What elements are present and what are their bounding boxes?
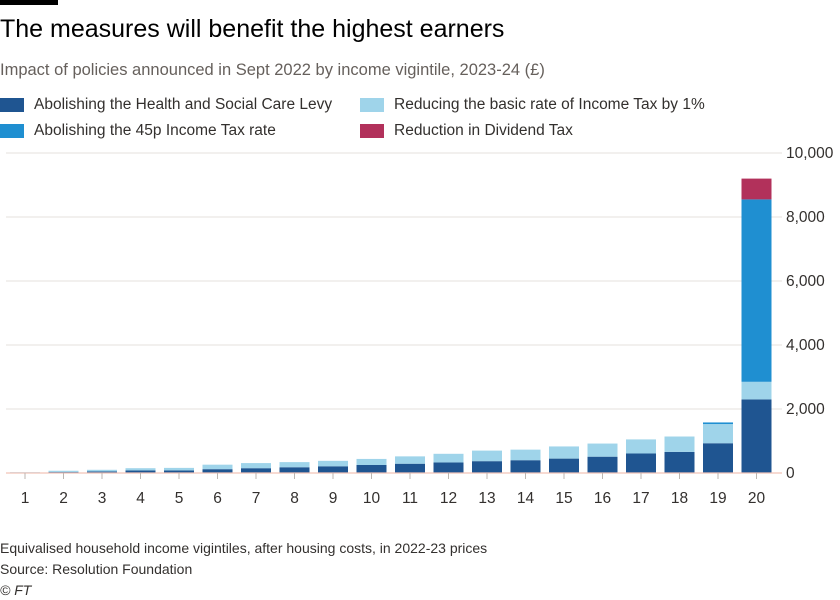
bar-segment-health-levy — [510, 460, 541, 473]
y-tick-label: 8,000 — [786, 209, 825, 226]
x-tick-label: 2 — [59, 490, 68, 507]
x-tick-label: 18 — [671, 490, 688, 507]
x-tick-label: 4 — [136, 490, 145, 507]
x-tick-label: 14 — [517, 490, 535, 507]
bar-segment-basic-rate — [318, 460, 348, 467]
legend-swatch-health-levy — [0, 98, 24, 112]
legend-label-dividend: Reduction in Dividend Tax — [394, 122, 573, 139]
bar-segment-basic-rate — [703, 424, 733, 444]
bar-segment-health-levy — [703, 443, 733, 473]
bar-segment-basic-rate — [356, 458, 387, 465]
bar-segment-basic-rate — [125, 468, 156, 471]
x-tick-label: 13 — [478, 490, 495, 507]
legend: Abolishing the Health and Social Care Le… — [0, 96, 760, 148]
bar-segment-health-levy — [241, 468, 271, 473]
bar-segment-basic-rate — [587, 443, 618, 457]
x-tick-label: 5 — [175, 490, 184, 507]
bar-segment-health-levy — [549, 458, 579, 473]
bar-segment-basic-rate — [664, 436, 695, 452]
bar-segment-health-levy — [587, 456, 618, 473]
x-tick-label: 20 — [748, 490, 766, 507]
bar-segment-health-levy — [626, 453, 656, 473]
bar-segment-health-levy — [202, 469, 233, 473]
bar-segment-health-levy — [472, 461, 502, 473]
bar-segment-health-levy — [356, 465, 387, 473]
chart-title: The measures will benefit the highest ea… — [0, 15, 505, 43]
bar-segment-basic-rate — [549, 446, 579, 459]
bar-segment-health-levy — [318, 466, 348, 473]
y-tick-label: 2,000 — [786, 401, 825, 418]
x-tick-label: 19 — [709, 490, 726, 507]
bar-segment-health-levy — [87, 471, 117, 473]
bar-segment-basic-rate — [164, 467, 194, 471]
y-tick-label: 10,000 — [786, 145, 834, 162]
x-tick-label: 16 — [594, 490, 611, 507]
y-tick-label: 4,000 — [786, 337, 825, 354]
x-tick-label: 8 — [290, 490, 299, 507]
legend-swatch-basic-rate — [360, 98, 384, 112]
bar-segment-health-levy — [164, 470, 194, 473]
bar-segment-45p-rate — [703, 422, 733, 425]
bar-segment-health-levy — [279, 467, 310, 473]
bar-segment-basic-rate — [741, 381, 772, 400]
bar-segment-health-levy — [125, 470, 156, 473]
bar-segment-basic-rate — [395, 456, 425, 464]
legend-swatch-45p-rate — [0, 124, 24, 138]
top-rule — [0, 0, 58, 5]
y-tick-label: 0 — [786, 465, 795, 482]
bar-segment-45p-rate — [741, 199, 772, 382]
legend-label-health-levy: Abolishing the Health and Social Care Le… — [34, 96, 333, 113]
bar-segment-basic-rate — [433, 453, 464, 463]
legend-item-health-levy: Abolishing the Health and Social Care Le… — [0, 96, 332, 114]
x-tick-label: 1 — [21, 490, 30, 507]
legend-item-basic-rate: Reducing the basic rate of Income Tax by… — [360, 96, 705, 114]
source-note: Source: Resolution Foundation — [0, 561, 193, 577]
legend-label-basic-rate: Reducing the basic rate of Income Tax by… — [394, 96, 705, 113]
bar-segment-dividend — [741, 178, 772, 200]
chart-subtitle: Impact of policies announced in Sept 202… — [0, 61, 545, 79]
x-tick-label: 10 — [363, 490, 381, 507]
legend-label-45p-rate: Abolishing the 45p Income Tax rate — [34, 122, 276, 139]
bar-segment-basic-rate — [279, 462, 310, 468]
x-tick-label: 9 — [329, 490, 338, 507]
x-tick-label: 12 — [440, 490, 457, 507]
bar-segment-health-levy — [741, 399, 772, 473]
bar-segment-basic-rate — [87, 469, 117, 472]
x-tick-label: 17 — [632, 490, 649, 507]
y-tick-label: 6,000 — [786, 273, 825, 290]
bar-segment-health-levy — [664, 451, 695, 473]
x-tick-label: 11 — [402, 490, 418, 507]
x-tick-label: 7 — [252, 490, 261, 507]
bar-segment-basic-rate — [472, 450, 502, 462]
bar-segment-health-levy — [395, 463, 425, 473]
bar-segment-basic-rate — [241, 463, 271, 469]
legend-swatch-dividend — [360, 124, 384, 138]
x-tick-label: 6 — [213, 490, 222, 507]
bar-segment-basic-rate — [48, 470, 79, 473]
legend-item-dividend: Reduction in Dividend Tax — [360, 122, 573, 140]
x-tick-label: 15 — [555, 490, 572, 507]
x-tick-label: 3 — [98, 490, 107, 507]
legend-item-45p-rate: Abolishing the 45p Income Tax rate — [0, 122, 276, 140]
footnote: Equivalised household income vigintiles,… — [0, 540, 488, 556]
copyright: © FT — [0, 582, 32, 598]
bar-segment-basic-rate — [626, 439, 656, 454]
bar-segment-basic-rate — [202, 464, 233, 470]
bar-segment-basic-rate — [510, 449, 541, 461]
bar-segment-health-levy — [433, 462, 464, 473]
